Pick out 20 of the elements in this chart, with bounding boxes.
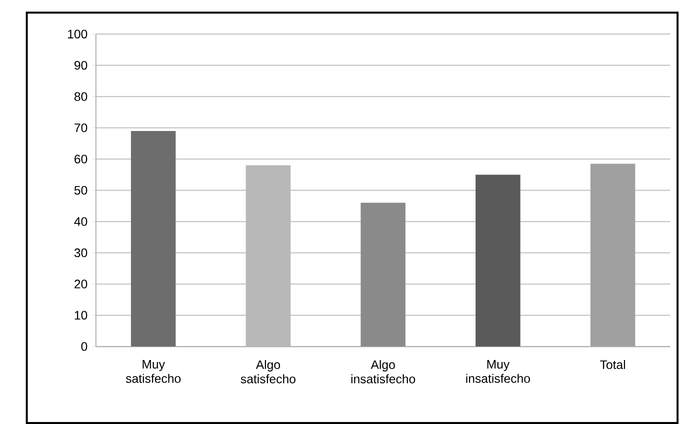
y-tick-label: 60 <box>74 154 88 164</box>
x-tick-label: Muy satisfecho <box>126 360 181 383</box>
y-tick-label: 30 <box>74 248 88 257</box>
y-tick-label: 10 <box>74 310 88 320</box>
x-tick-label: Muy insatisfecho <box>466 360 530 383</box>
y-tick-label: 40 <box>74 216 88 226</box>
y-tick-label: 70 <box>74 123 88 132</box>
y-tick-label: 80 <box>74 92 88 101</box>
y-tick-label: 0 <box>81 342 88 351</box>
bar <box>130 130 176 346</box>
x-tick-label: Total <box>600 360 626 369</box>
bar <box>476 174 520 346</box>
x-tick-label: Algo satisfecho <box>240 360 296 384</box>
y-tick-label: 100 <box>68 30 88 38</box>
bar <box>360 202 406 346</box>
y-tick-label: 20 <box>74 279 88 288</box>
y-tick-label: 90 <box>74 60 88 70</box>
x-tick-label: Algo insatisfecho <box>351 360 416 384</box>
bar <box>590 164 636 346</box>
y-tick-label: 50 <box>74 186 88 194</box>
